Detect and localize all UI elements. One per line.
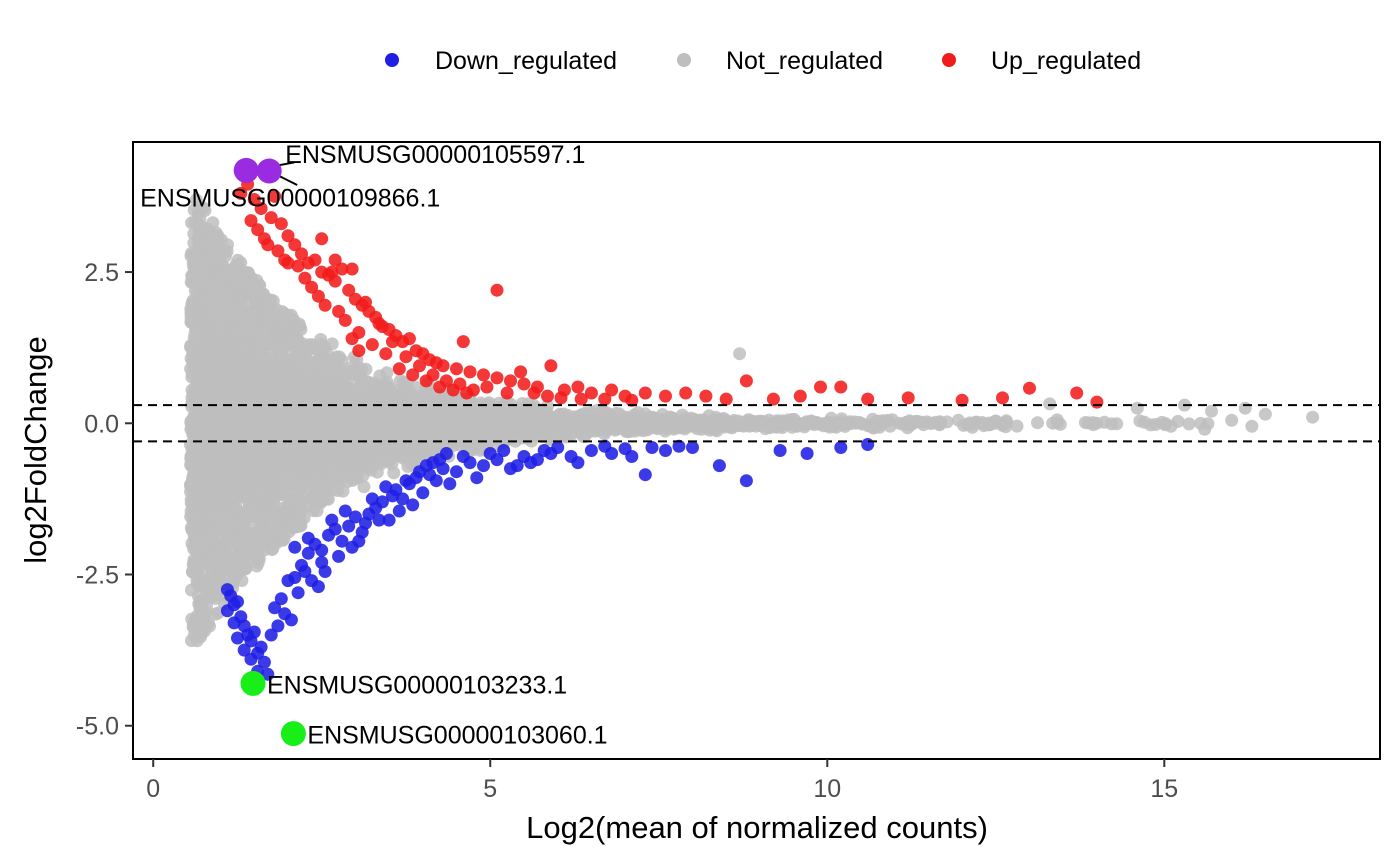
data-point-not-regulated [280,363,294,377]
data-point-not-regulated [201,373,215,387]
data-point-not-regulated [185,269,199,283]
data-point-not-regulated [423,403,437,417]
data-point-not-regulated [359,362,373,376]
data-point-not-regulated [344,365,358,379]
data-point-not-regulated [243,414,257,428]
data-point-not-regulated [424,386,438,400]
data-point-not-regulated [301,354,315,368]
legend-label-not-regulated: Not_regulated [726,47,883,75]
data-point-not-regulated [1105,417,1118,431]
data-point-not-regulated [242,389,255,403]
data-point-not-regulated [306,450,320,464]
data-point-not-regulated [315,388,329,402]
data-point-not-regulated [373,369,387,383]
data-point-not-regulated [310,504,324,518]
data-point-not-regulated [188,381,202,395]
legend-key-not-regulated [677,53,691,67]
data-point-not-regulated [455,435,469,449]
legend-key-down-regulated [385,53,399,67]
data-point-not-regulated [685,415,699,429]
data-point-not-regulated [313,353,327,367]
data-point-not-regulated [564,428,578,442]
data-point-not-regulated [226,510,240,524]
data-point-not-regulated [202,511,216,525]
data-point-not-regulated [395,444,409,458]
data-point-not-regulated [209,415,222,429]
data-point-not-regulated [1010,419,1024,433]
data-point-not-regulated [1031,416,1044,430]
data-point-not-regulated [628,418,642,432]
data-point-not-regulated [314,338,328,352]
data-point-not-regulated [188,284,202,298]
data-point-not-regulated [187,348,200,362]
data-point-not-regulated [297,395,311,409]
legend-label-down-regulated: Down_regulated [435,47,617,75]
data-point-not-regulated [329,361,343,375]
data-point-not-regulated [758,422,772,436]
data-point-not-regulated [330,452,344,466]
data-point-not-regulated [332,350,346,364]
data-point-not-regulated [268,411,282,424]
data-point-not-regulated [999,414,1013,428]
data-point-not-regulated [187,391,201,405]
data-point-not-regulated [185,296,199,310]
data-point-not-regulated [308,471,322,485]
legend-key-up-regulated [942,53,956,67]
data-point-not-regulated [204,478,218,492]
plot-area [133,177,1380,681]
data-point-not-regulated [823,420,837,434]
data-point-not-regulated [344,381,358,395]
data-point-not-regulated [1050,416,1064,430]
data-point-not-regulated [190,552,204,566]
data-point-not-regulated [212,522,226,536]
data-point-not-regulated [1086,416,1100,430]
legend-label-up-regulated: Up_regulated [991,47,1141,75]
data-point-not-regulated [242,487,256,501]
data-point-not-regulated [717,413,731,427]
data-point-not-regulated [480,397,494,411]
data-point-not-regulated [1182,417,1196,431]
data-point-not-regulated [982,416,996,430]
data-point-not-regulated [268,388,282,402]
data-point-not-regulated [193,525,206,539]
data-point-not-regulated [879,414,893,428]
data-point-not-regulated [575,425,589,439]
data-point-not-regulated [342,414,356,428]
data-point-not-regulated [225,328,239,342]
legend: Down_regulated Not_regulated Up_regulate… [385,47,1141,75]
data-point-not-regulated [200,554,214,568]
data-point-not-regulated [326,385,340,399]
data-point-not-regulated [357,480,371,494]
